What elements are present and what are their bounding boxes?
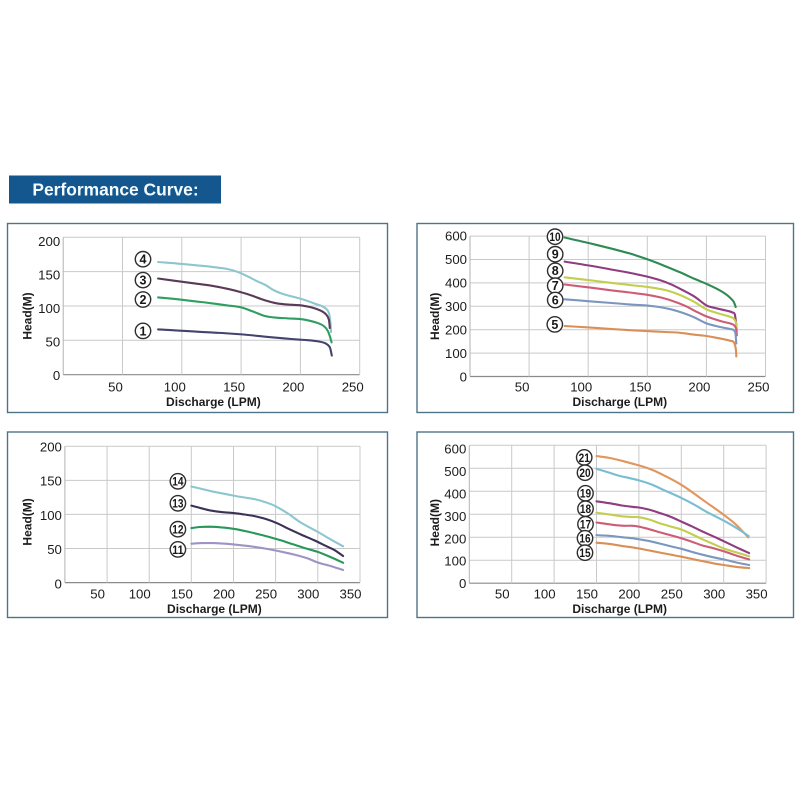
svg-text:9: 9 xyxy=(552,248,559,262)
svg-text:350: 350 xyxy=(746,586,768,601)
svg-text:500: 500 xyxy=(445,252,467,267)
svg-text:Discharge (LPM): Discharge (LPM) xyxy=(572,602,667,616)
svg-text:600: 600 xyxy=(445,228,467,243)
svg-text:Head(M): Head(M) xyxy=(21,498,35,545)
svg-text:100: 100 xyxy=(570,380,592,395)
svg-text:Performance Curve:: Performance Curve: xyxy=(32,179,198,199)
svg-text:11: 11 xyxy=(172,543,183,557)
svg-text:100: 100 xyxy=(444,554,466,569)
svg-text:300: 300 xyxy=(445,299,467,314)
svg-text:5: 5 xyxy=(551,318,558,332)
svg-text:250: 250 xyxy=(661,586,683,601)
svg-text:350: 350 xyxy=(339,586,361,601)
svg-text:100: 100 xyxy=(129,586,151,601)
svg-text:0: 0 xyxy=(460,370,467,385)
svg-text:400: 400 xyxy=(445,276,467,291)
svg-text:150: 150 xyxy=(576,586,598,601)
svg-text:3: 3 xyxy=(140,274,147,288)
svg-text:100: 100 xyxy=(38,301,60,316)
svg-text:0: 0 xyxy=(53,368,60,383)
svg-text:1: 1 xyxy=(140,324,147,338)
svg-text:200: 200 xyxy=(444,531,466,546)
svg-text:10: 10 xyxy=(549,230,560,244)
svg-text:150: 150 xyxy=(171,586,193,601)
svg-text:12: 12 xyxy=(172,523,183,537)
svg-text:6: 6 xyxy=(552,293,559,307)
svg-text:250: 250 xyxy=(342,380,364,395)
svg-text:50: 50 xyxy=(46,334,61,349)
svg-text:200: 200 xyxy=(40,440,62,455)
svg-text:150: 150 xyxy=(223,380,245,395)
svg-text:16: 16 xyxy=(579,532,590,546)
svg-text:7: 7 xyxy=(552,279,559,293)
svg-text:200: 200 xyxy=(213,586,235,601)
svg-text:20: 20 xyxy=(579,466,590,480)
svg-text:600: 600 xyxy=(444,442,466,457)
svg-text:150: 150 xyxy=(40,474,62,489)
svg-text:100: 100 xyxy=(445,346,467,361)
svg-text:100: 100 xyxy=(164,380,186,395)
svg-text:50: 50 xyxy=(90,586,105,601)
svg-text:Discharge (LPM): Discharge (LPM) xyxy=(167,602,262,616)
svg-text:200: 200 xyxy=(38,234,60,249)
svg-text:0: 0 xyxy=(55,576,62,591)
svg-text:Head(M): Head(M) xyxy=(428,293,442,340)
svg-text:Discharge (LPM): Discharge (LPM) xyxy=(166,395,261,409)
svg-text:19: 19 xyxy=(580,487,591,501)
svg-text:200: 200 xyxy=(688,380,710,395)
svg-text:15: 15 xyxy=(579,546,590,560)
svg-text:18: 18 xyxy=(580,502,591,516)
svg-text:250: 250 xyxy=(747,380,769,395)
svg-text:2: 2 xyxy=(140,293,147,307)
svg-text:50: 50 xyxy=(515,380,530,395)
svg-text:300: 300 xyxy=(297,586,319,601)
svg-text:Head(M): Head(M) xyxy=(21,292,35,339)
svg-text:50: 50 xyxy=(495,586,510,601)
svg-text:50: 50 xyxy=(47,542,62,557)
svg-text:Discharge (LPM): Discharge (LPM) xyxy=(572,395,667,409)
svg-text:150: 150 xyxy=(629,380,651,395)
svg-text:400: 400 xyxy=(444,487,466,502)
svg-text:21: 21 xyxy=(579,451,590,465)
svg-text:14: 14 xyxy=(172,475,183,489)
svg-text:4: 4 xyxy=(140,253,147,267)
svg-text:0: 0 xyxy=(459,576,466,591)
svg-text:50: 50 xyxy=(108,380,123,395)
svg-text:Head(M): Head(M) xyxy=(428,499,442,546)
svg-text:13: 13 xyxy=(172,497,183,511)
svg-text:200: 200 xyxy=(445,323,467,338)
svg-text:200: 200 xyxy=(618,586,640,601)
svg-text:100: 100 xyxy=(40,508,62,523)
svg-text:17: 17 xyxy=(580,518,591,532)
svg-text:250: 250 xyxy=(255,586,277,601)
svg-text:500: 500 xyxy=(444,464,466,479)
svg-text:8: 8 xyxy=(552,264,559,278)
svg-text:300: 300 xyxy=(444,509,466,524)
svg-text:300: 300 xyxy=(703,586,725,601)
svg-text:200: 200 xyxy=(282,380,304,395)
svg-text:100: 100 xyxy=(534,586,556,601)
svg-text:150: 150 xyxy=(38,268,60,283)
